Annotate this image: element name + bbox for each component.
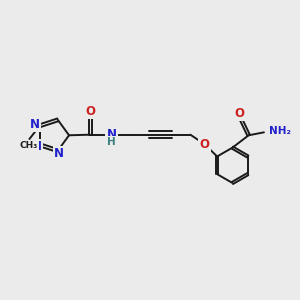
- Text: O: O: [85, 105, 95, 118]
- Text: O: O: [234, 107, 244, 120]
- Text: H: H: [107, 137, 116, 147]
- Text: NH₂: NH₂: [269, 126, 291, 136]
- Text: N: N: [54, 147, 64, 160]
- Text: N: N: [32, 140, 42, 153]
- Text: O: O: [200, 138, 209, 151]
- Text: N: N: [106, 128, 116, 142]
- Text: CH₃: CH₃: [20, 141, 38, 150]
- Text: N: N: [30, 118, 40, 131]
